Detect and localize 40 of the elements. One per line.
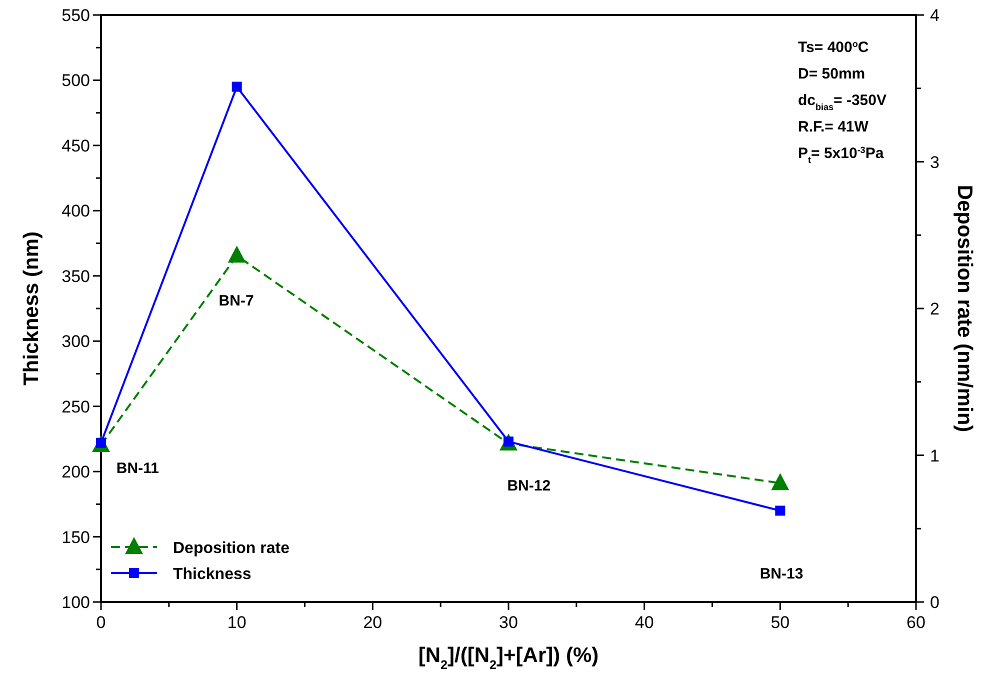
annotation: P$_{t}$= 5x10$^{-3}$Pa <box>798 145 884 165</box>
y-tick-label: 550 <box>62 6 90 25</box>
point <box>771 473 790 490</box>
x-tick-label: 20 <box>363 613 382 632</box>
y-tick-label: 350 <box>62 266 90 286</box>
x-tick-label: 40 <box>634 613 654 632</box>
y-tick-label: 500 <box>62 71 90 90</box>
y2-tick-label: 1 <box>930 446 940 466</box>
x-tick-label: 10 <box>227 613 246 632</box>
y-tick-label: 300 <box>62 332 90 352</box>
y-tick-label: 100 <box>62 593 90 612</box>
y2-axis-title: Deposition rate (nm/min) <box>953 184 976 432</box>
y-tick-label: 450 <box>62 136 90 156</box>
y-tick-label: 150 <box>62 528 90 547</box>
x-axis-title: [N$_{2}$]/([N$_{2}$]+[Ar]) (%) <box>418 644 599 672</box>
legend-label: Thickness <box>173 566 252 583</box>
y2-tick-label: 4 <box>930 6 940 25</box>
annotation: BN-13 <box>760 566 804 583</box>
x-tick-label: 50 <box>770 613 790 632</box>
annotation: D= 50mm <box>798 66 866 82</box>
annotation: BN-11 <box>116 460 159 477</box>
point <box>775 506 786 516</box>
annotation: BN-7 <box>218 292 254 310</box>
annotation: Ts= 400$^{o}$C <box>798 39 869 56</box>
y-tick-label: 250 <box>62 397 90 416</box>
x-tick-label: 60 <box>906 613 926 632</box>
legend-label: Deposition rate <box>173 540 290 557</box>
y-axis-title: Thickness (nm) <box>20 231 43 386</box>
y2-tick-label: 3 <box>930 152 940 172</box>
point <box>228 246 246 263</box>
annotation: dc$_{bias}$= -350V <box>798 92 886 112</box>
annotation: R.F.= 41W <box>798 118 870 136</box>
point <box>232 82 242 92</box>
x-tick-label: 0 <box>96 613 106 632</box>
annotation: BN-12 <box>507 477 551 494</box>
y-tick-label: 400 <box>62 202 90 221</box>
y2-tick-label: 0 <box>930 593 940 612</box>
y2-tick-label: 2 <box>930 300 940 318</box>
x-tick-label: 30 <box>499 613 518 632</box>
y-tick-label: 200 <box>62 462 90 482</box>
